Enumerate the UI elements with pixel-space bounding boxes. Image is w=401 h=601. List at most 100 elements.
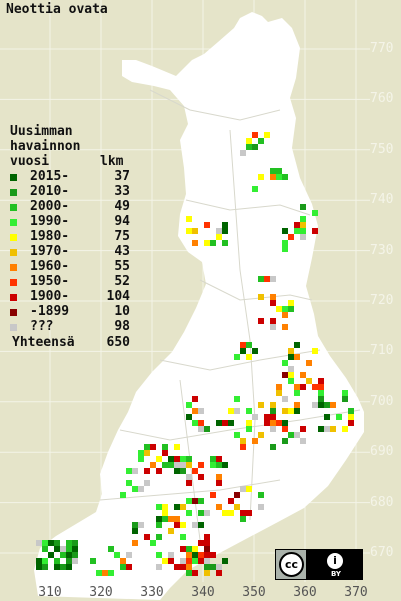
observation-square [198,558,204,564]
observation-square [192,396,198,402]
observation-square [336,414,342,420]
observation-square [222,228,228,234]
observation-square [270,420,276,426]
observation-square [258,318,264,324]
legend-item-label: 2000- [30,199,70,214]
observation-square [120,492,126,498]
observation-square [174,504,180,510]
observation-square [246,426,252,432]
observation-square [288,234,294,240]
observation-square [228,408,234,414]
observation-square [240,342,246,348]
observation-square [318,378,324,384]
observation-square [258,294,264,300]
observation-square [276,390,282,396]
observation-square [186,474,192,480]
region-border [99,479,281,501]
legend-item-label: ??? [30,319,54,334]
observation-square [264,276,270,282]
observation-square [270,168,276,174]
observation-square [198,522,204,528]
observation-square [282,246,288,252]
person-icon: i [327,553,343,569]
observation-square [210,564,216,570]
observation-square [246,354,252,360]
observation-square [186,546,192,552]
observation-square [198,420,204,426]
observation-square [276,174,282,180]
observation-square [252,414,258,420]
observation-square [270,294,276,300]
observation-square [132,528,138,534]
observation-square [144,450,150,456]
observation-square [222,222,228,228]
observation-square [324,414,330,420]
legend-swatch [10,234,17,241]
observation-square [186,228,192,234]
observation-square [216,456,222,462]
observation-square [222,510,228,516]
observation-square [186,456,192,462]
legend-item-count: 75 [114,229,130,244]
x-axis-label: 320 [89,585,113,600]
region-border [185,199,311,216]
observation-square [240,348,246,354]
observation-square [222,462,228,468]
legend-item-count: 43 [114,244,130,259]
observation-square [198,510,204,516]
observation-square [234,492,240,498]
observation-square [222,420,228,426]
observation-square [66,564,72,570]
observation-square [288,432,294,438]
observation-square [36,564,42,570]
observation-square [138,450,144,456]
observation-square [294,402,300,408]
cc-by-license-badge[interactable]: cc i BY [275,549,363,580]
observation-square [234,396,240,402]
observation-square [282,324,288,330]
observation-square [174,444,180,450]
observation-square [258,174,264,180]
observation-square [270,444,276,450]
observation-square [222,558,228,564]
observation-square [264,132,270,138]
observation-square [234,408,240,414]
observation-square [180,522,186,528]
observation-square [174,522,180,528]
x-axis-label: 350 [242,585,266,600]
observation-square [288,378,294,384]
observation-square [54,540,60,546]
legend-item-label: 1960- [30,259,70,274]
finland-landmass [34,12,364,600]
legend-item: 2000- 49 [10,199,130,214]
observation-square [324,402,330,408]
observation-square [186,480,192,486]
observation-square [156,552,162,558]
observation-square [42,546,48,552]
observation-square [204,564,210,570]
observation-square [240,438,246,444]
observation-square [282,306,288,312]
observation-squares [36,132,354,576]
observation-square [156,516,162,522]
observation-square [240,510,246,516]
observation-square [192,228,198,234]
legend-item-count: 55 [114,259,130,274]
observation-square [156,456,162,462]
observation-square [294,342,300,348]
legend-heading-3: vuosi [10,154,50,169]
observation-square [192,552,198,558]
observation-square [270,318,276,324]
x-axis-label: 310 [38,585,62,600]
observation-square [36,540,42,546]
observation-square [192,522,198,528]
observation-square [312,384,318,390]
observation-square [192,468,198,474]
observation-square [294,228,300,234]
observation-square [198,462,204,468]
observation-square [252,348,258,354]
observation-square [282,438,288,444]
observation-square [156,522,162,528]
observation-square [54,546,60,552]
observation-square [216,420,222,426]
